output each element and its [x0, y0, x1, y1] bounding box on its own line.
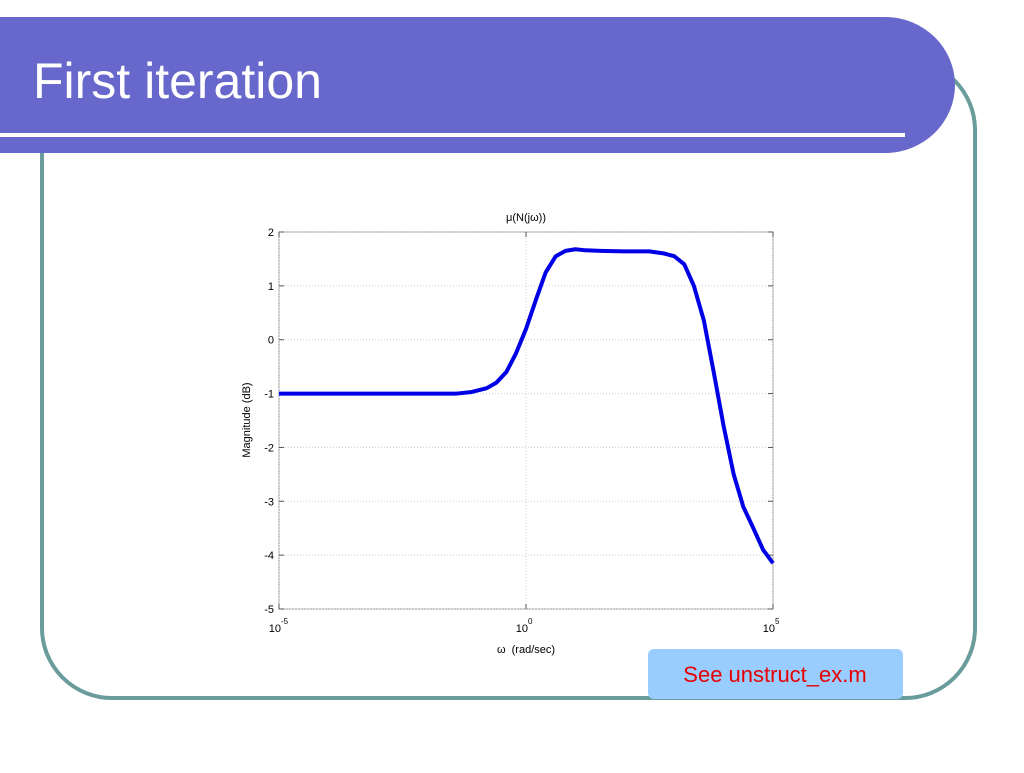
x-axis-label: ω (rad/sec) [497, 644, 555, 656]
header-bar [0, 17, 955, 153]
chart-title: μ(N(jω)) [506, 212, 546, 224]
note-box [648, 649, 903, 699]
x-tick-exponent: 5 [775, 617, 780, 626]
chart: μ(N(jω)) ω (rad/sec) Magnitude (dB) -5 -4… [241, 212, 780, 656]
y-tick-label: -3 [264, 496, 274, 508]
y-tick-label: 1 [268, 281, 274, 293]
slide-title: First iteration [33, 53, 322, 109]
y-tick-label: -5 [264, 604, 274, 616]
data-line [279, 247, 775, 565]
x-tick-label: 10 [269, 623, 281, 635]
x-tick-exponent: -5 [281, 617, 289, 626]
y-tick-label: 2 [268, 227, 274, 239]
y-tick-label: 0 [268, 335, 274, 347]
x-tick-exponent: 0 [528, 617, 533, 626]
y-axis-label: Magnitude (dB) [241, 382, 253, 457]
y-tick-label: -4 [264, 550, 274, 562]
y-tick-label: -2 [264, 442, 274, 454]
plot-area [278, 231, 774, 610]
note-text: See unstruct_ex.m [683, 662, 866, 687]
x-tick-label: 10 [516, 623, 528, 635]
x-tick-label: 10 [763, 623, 775, 635]
y-tick-label: -1 [264, 389, 274, 401]
